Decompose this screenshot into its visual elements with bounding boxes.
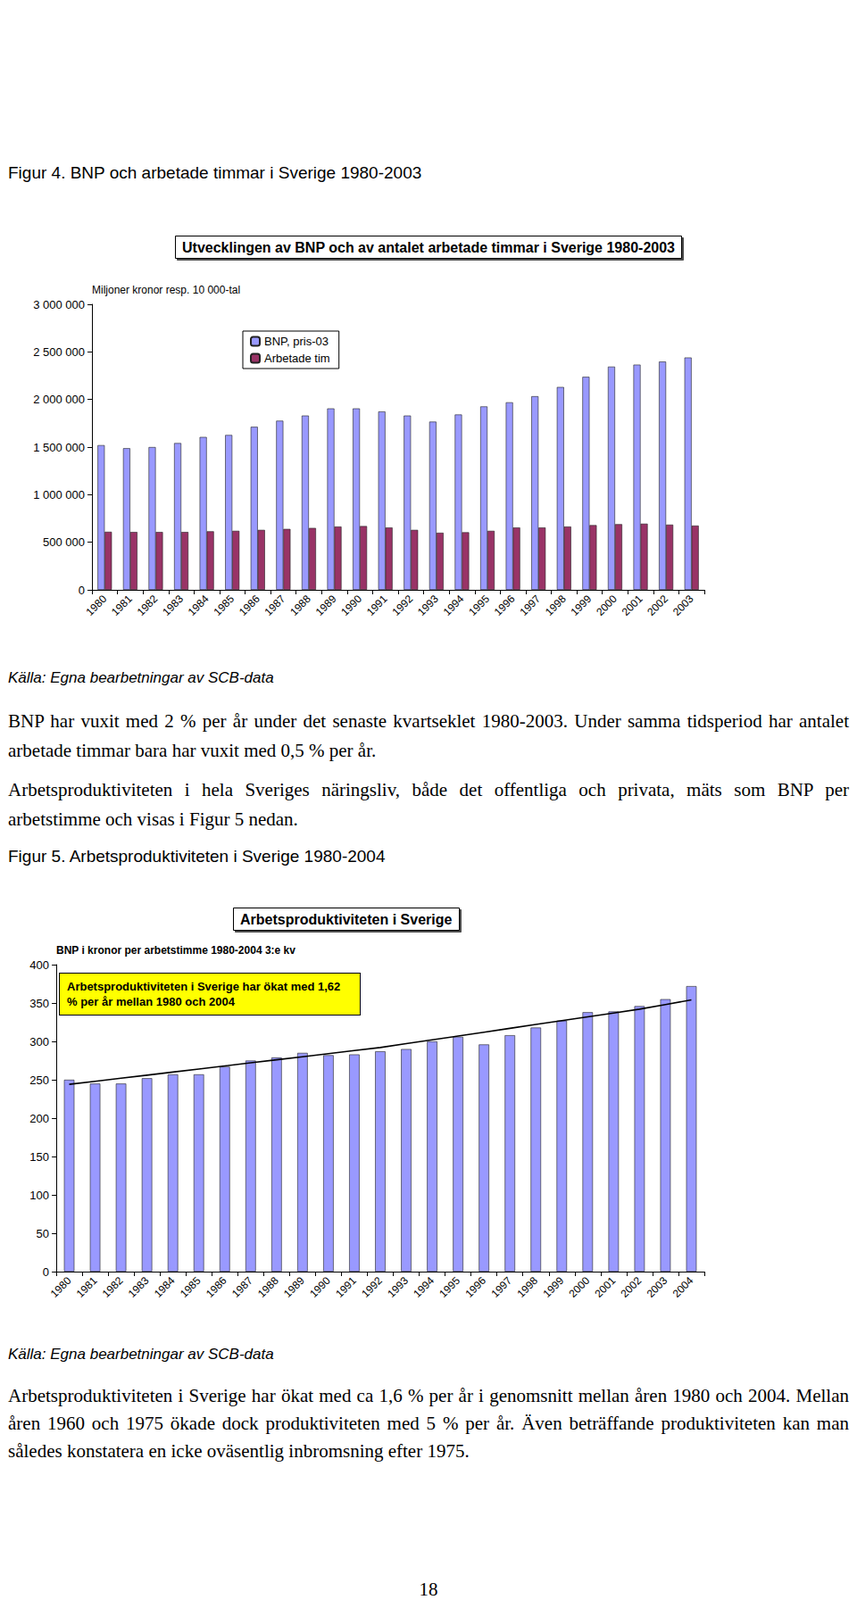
svg-text:1982: 1982 (134, 592, 161, 619)
svg-text:250: 250 (29, 1073, 50, 1088)
svg-text:1986: 1986 (236, 592, 263, 619)
svg-text:0: 0 (78, 583, 85, 598)
svg-text:1984: 1984 (185, 592, 212, 619)
svg-text:1988: 1988 (287, 592, 314, 619)
svg-text:1998: 1998 (514, 1274, 541, 1301)
svg-text:Arbetsproduktiviteten i Sverig: Arbetsproduktiviteten i Sverige (240, 912, 452, 928)
svg-text:200: 200 (29, 1112, 50, 1126)
svg-text:1980: 1980 (83, 592, 109, 619)
svg-text:2002: 2002 (618, 1274, 645, 1301)
svg-text:2 500 000: 2 500 000 (33, 345, 85, 359)
svg-text:1992: 1992 (389, 592, 416, 619)
svg-text:1993: 1993 (415, 592, 441, 619)
svg-text:1995: 1995 (436, 1274, 463, 1301)
svg-text:1 500 000: 1 500 000 (33, 440, 85, 455)
html-text:Arbetsproduktiviteten i Sverig: Arbetsproduktiviteten i Sverige har ökat… (8, 1385, 849, 1463)
html-text:Figur 4. BNP och arbetade timm: Figur 4. BNP och arbetade timmar i Sveri… (8, 163, 422, 183)
svg-text:500 000: 500 000 (42, 535, 85, 550)
html-text:Källa: Egna bearbetningar av S: Källa: Egna bearbetningar av SCB-data (8, 1346, 274, 1364)
html-text:Figur 5. Arbetsproduktiviteten: Figur 5. Arbetsproduktiviteten i Sverige… (8, 847, 386, 866)
svg-text:BNP, pris-03: BNP, pris-03 (264, 334, 329, 349)
html-text:BNP har vuxit med 2 % per år u: BNP har vuxit med 2 % per år under det s… (8, 710, 849, 762)
svg-text:2003: 2003 (670, 592, 697, 619)
svg-text:1993: 1993 (384, 1274, 411, 1301)
svg-text:2002: 2002 (644, 592, 671, 619)
svg-text:1987: 1987 (262, 592, 289, 619)
svg-text:1991: 1991 (364, 592, 391, 619)
svg-text:0: 0 (42, 1265, 50, 1280)
svg-text:1992: 1992 (358, 1274, 385, 1301)
svg-text:300: 300 (29, 1035, 50, 1049)
svg-text:1997: 1997 (488, 1274, 515, 1301)
svg-text:100: 100 (29, 1189, 50, 1203)
svg-text:2000: 2000 (566, 1274, 593, 1301)
svg-text:3 000 000: 3 000 000 (33, 298, 85, 312)
svg-text:1981: 1981 (108, 592, 135, 619)
html-text:18: 18 (419, 1579, 438, 1600)
svg-text:1996: 1996 (491, 592, 518, 619)
svg-text:1987: 1987 (229, 1274, 256, 1301)
svg-text:400: 400 (29, 958, 50, 973)
svg-text:1998: 1998 (542, 592, 569, 619)
svg-text:Arbetsproduktiviteten i Sverig: Arbetsproduktiviteten i Sverige har ökat… (66, 980, 344, 994)
svg-text:% per år mellan 1980 och 2004: % per år mellan 1980 och 2004 (66, 995, 236, 1009)
svg-text:1994: 1994 (410, 1274, 437, 1301)
svg-text:2003: 2003 (644, 1274, 671, 1301)
svg-text:1990: 1990 (307, 1274, 333, 1301)
svg-text:2001: 2001 (619, 592, 646, 619)
svg-text:2004: 2004 (670, 1274, 697, 1301)
svg-text:1999: 1999 (568, 592, 595, 619)
svg-text:1986: 1986 (203, 1274, 230, 1301)
svg-text:Utvecklingen av BNP och av ant: Utvecklingen av BNP och av antalet arbet… (182, 240, 675, 256)
svg-text:1990: 1990 (338, 592, 365, 619)
svg-text:1985: 1985 (177, 1274, 204, 1301)
svg-text:1981: 1981 (74, 1274, 100, 1301)
svg-text:Arbetade tim: Arbetade tim (264, 351, 331, 366)
svg-text:2 000 000: 2 000 000 (33, 392, 85, 407)
svg-text:1982: 1982 (99, 1274, 126, 1301)
svg-text:1983: 1983 (125, 1274, 152, 1301)
svg-text:1997: 1997 (516, 592, 543, 619)
svg-text:Miljoner kronor resp. 10 000-t: Miljoner kronor resp. 10 000-tal (91, 283, 241, 297)
svg-text:1989: 1989 (313, 592, 340, 619)
html-text:Källa: Egna bearbetningar av S: Källa: Egna bearbetningar av SCB-data (8, 669, 274, 687)
svg-text:1984: 1984 (151, 1274, 178, 1301)
svg-text:150: 150 (29, 1150, 50, 1165)
svg-text:2001: 2001 (592, 1274, 619, 1301)
svg-text:1995: 1995 (465, 592, 492, 619)
svg-text:350: 350 (29, 997, 50, 1011)
html-text:Arbetsproduktiviteten i hela S: Arbetsproduktiviteten i hela Sveriges nä… (8, 779, 849, 831)
svg-text:1988: 1988 (255, 1274, 282, 1301)
svg-text:1985: 1985 (210, 592, 237, 619)
svg-text:2000: 2000 (593, 592, 620, 619)
svg-text:1980: 1980 (48, 1274, 75, 1301)
svg-text:1 000 000: 1 000 000 (33, 488, 85, 502)
svg-text:BNP i kronor per arbetstimme 1: BNP i kronor per arbetstimme 1980-2004 3… (56, 944, 296, 957)
svg-text:1999: 1999 (540, 1274, 566, 1301)
svg-text:1996: 1996 (462, 1274, 489, 1301)
svg-text:1991: 1991 (332, 1274, 359, 1301)
svg-text:1989: 1989 (281, 1274, 308, 1301)
svg-text:50: 50 (36, 1227, 50, 1241)
svg-text:1994: 1994 (440, 592, 467, 619)
svg-text:1983: 1983 (159, 592, 186, 619)
